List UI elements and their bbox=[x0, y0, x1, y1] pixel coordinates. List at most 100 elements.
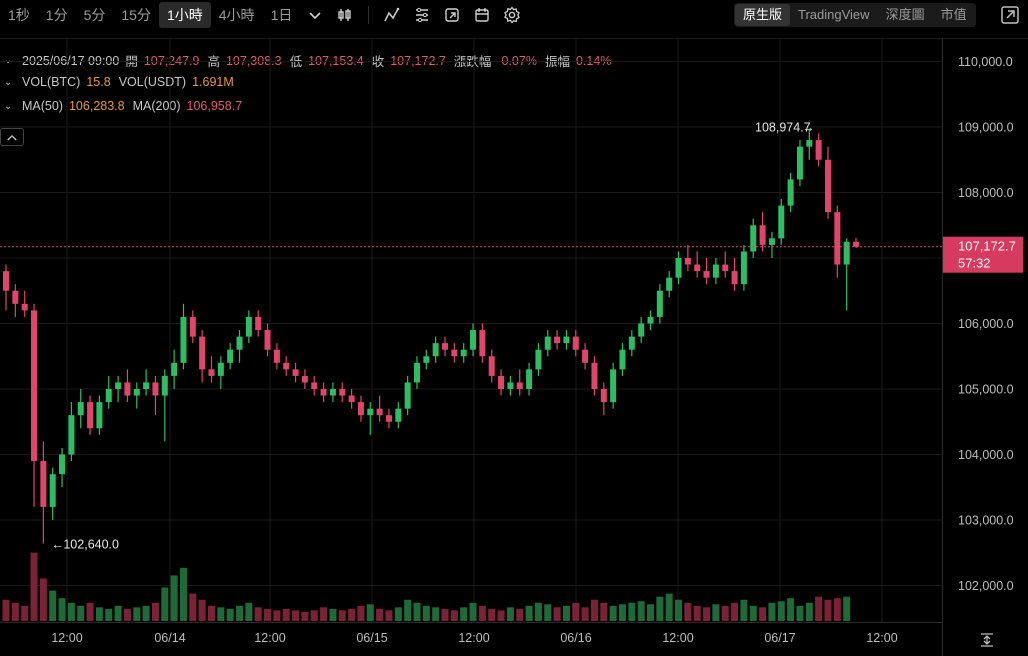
volume-bar bbox=[49, 590, 57, 621]
volume-bar bbox=[525, 605, 533, 621]
candle-body bbox=[311, 382, 318, 389]
candle-body bbox=[488, 356, 495, 376]
ma-legend: ⌄ MA(50) 106,283.8 MA(200) 106,958.7 bbox=[4, 99, 250, 113]
candle-body bbox=[554, 336, 561, 344]
candle-body bbox=[348, 395, 355, 403]
chevron-down-icon[interactable]: ⌄ bbox=[4, 55, 13, 66]
indicator-icon[interactable] bbox=[411, 4, 433, 26]
candle-body bbox=[684, 258, 691, 265]
view-option-1[interactable]: TradingView bbox=[798, 7, 870, 22]
timeframe-3[interactable]: 15分 bbox=[121, 7, 151, 23]
candle-body bbox=[236, 336, 243, 350]
candle-body bbox=[385, 415, 392, 422]
view-option-0[interactable]: 原生版 bbox=[735, 4, 791, 26]
timeframe-5[interactable]: 4小時 bbox=[218, 7, 255, 23]
chevron-down-icon[interactable]: ⌄ bbox=[4, 100, 13, 112]
candle-body bbox=[656, 290, 663, 317]
volume-bar bbox=[198, 599, 206, 621]
candle-body bbox=[96, 402, 103, 429]
x-tick-label: 06/17 bbox=[764, 631, 795, 645]
volume-bar bbox=[693, 605, 701, 621]
fullscreen-icon[interactable] bbox=[1000, 5, 1020, 25]
candle-body bbox=[647, 316, 654, 324]
y-tick-label: 110,000.0 bbox=[958, 55, 1013, 69]
candle-body bbox=[750, 225, 757, 252]
volume-bar bbox=[142, 605, 150, 621]
volume-bar bbox=[450, 610, 458, 621]
candle-body bbox=[796, 146, 803, 180]
ohlc-legend: ⌄ 2025/06/17 09:00 開 107,247.9 高 107,308.3… bbox=[4, 51, 619, 70]
candle-body bbox=[834, 212, 841, 265]
candle-body bbox=[815, 140, 822, 160]
volume-bar bbox=[572, 602, 580, 621]
candle-body bbox=[722, 264, 729, 272]
price-tag bbox=[943, 236, 1023, 273]
candlestick-icon[interactable] bbox=[334, 4, 356, 26]
candle-body bbox=[460, 349, 467, 357]
line-draw-icon[interactable] bbox=[381, 4, 403, 26]
candle-body bbox=[217, 362, 224, 376]
candle-body bbox=[171, 362, 178, 376]
x-tick-label: 06/16 bbox=[560, 631, 591, 645]
candle-body bbox=[404, 382, 411, 409]
volume-bar bbox=[824, 599, 832, 621]
view-option-2[interactable]: 深度圖 bbox=[885, 7, 925, 22]
y-tick-label: 108,000.0 bbox=[958, 186, 1014, 200]
toolbar-divider bbox=[368, 6, 370, 24]
candle-body bbox=[152, 382, 159, 396]
candle-body bbox=[115, 382, 122, 389]
volume-bar bbox=[815, 596, 823, 621]
ma50-value: 106,283.8 bbox=[68, 99, 125, 113]
volume-bar bbox=[413, 602, 421, 621]
candle-body bbox=[759, 225, 766, 245]
chevron-down-icon[interactable] bbox=[304, 4, 326, 26]
calendar-icon[interactable] bbox=[471, 4, 493, 26]
ma50-label: MA(50) bbox=[22, 99, 63, 113]
scale-reset-icon[interactable] bbox=[981, 633, 993, 647]
candle-body bbox=[189, 316, 196, 337]
timeframe-2[interactable]: 5分 bbox=[83, 7, 106, 23]
y-tick-label: 103,000.0 bbox=[958, 514, 1014, 528]
volume-bar bbox=[460, 607, 468, 621]
volume-bar bbox=[123, 608, 131, 621]
candle-body bbox=[675, 258, 682, 278]
volume-bar bbox=[768, 602, 776, 621]
timeframe-1[interactable]: 1分 bbox=[45, 7, 68, 23]
gear-icon[interactable] bbox=[501, 4, 523, 26]
x-tick-label: 06/14 bbox=[154, 631, 185, 645]
volume-bar bbox=[787, 598, 795, 621]
candle-body bbox=[180, 316, 187, 363]
timeframe-0[interactable]: 1秒 bbox=[8, 7, 30, 23]
candle-body bbox=[591, 362, 598, 389]
chevron-up-icon bbox=[7, 134, 17, 140]
candle-body bbox=[329, 389, 336, 396]
volume-bar bbox=[189, 593, 197, 621]
candle-body bbox=[87, 402, 94, 429]
timeframe-4[interactable]: 1小時 bbox=[158, 2, 211, 28]
volume-bar bbox=[656, 596, 664, 621]
volume-bar bbox=[30, 552, 38, 621]
view-option-3[interactable]: 市值 bbox=[940, 7, 967, 22]
ma200-value: 106,958.7 bbox=[186, 99, 243, 113]
candle-body bbox=[12, 290, 19, 304]
candle-body bbox=[666, 277, 673, 291]
collapse-legend-button[interactable] bbox=[0, 128, 24, 146]
replay-icon[interactable] bbox=[441, 4, 463, 26]
volume-bar bbox=[86, 602, 94, 621]
chevron-down-icon[interactable]: ⌄ bbox=[4, 76, 13, 88]
candle-body bbox=[853, 241, 859, 247]
candle-body bbox=[376, 408, 383, 416]
candle-body bbox=[339, 389, 346, 396]
candle-body bbox=[451, 349, 458, 357]
y-tick-label: 102,000.0 bbox=[958, 579, 1014, 593]
volume-bar bbox=[292, 610, 300, 621]
x-tick-label: 12:00 bbox=[51, 631, 82, 645]
timeframe-6[interactable]: 1日 bbox=[270, 7, 293, 23]
price-tag-value: 107,172.7 bbox=[958, 239, 1016, 254]
volume-bar bbox=[740, 599, 748, 621]
volume-bar bbox=[553, 607, 561, 621]
volume-bar bbox=[161, 587, 169, 621]
volume-bar bbox=[394, 607, 402, 621]
candle-body bbox=[208, 369, 215, 376]
